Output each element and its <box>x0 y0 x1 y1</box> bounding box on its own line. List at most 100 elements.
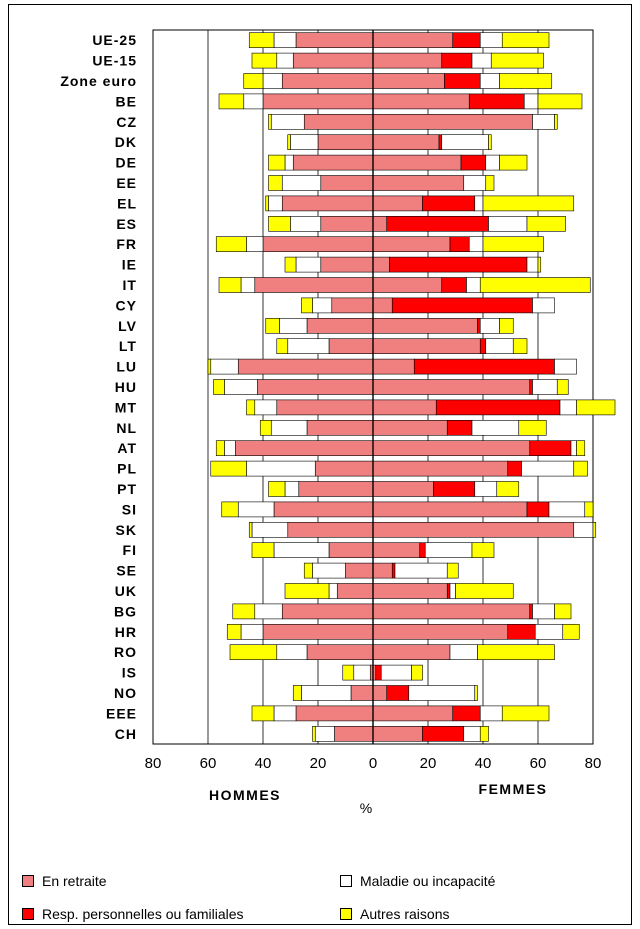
bar-hommes-maladie <box>353 664 371 681</box>
bar-femmes-autres <box>584 501 594 518</box>
bar-hommes-autres <box>248 521 253 538</box>
bar-femmes-resp <box>529 440 572 457</box>
bar-hommes-retraite <box>334 725 374 742</box>
bar-hommes-retraite <box>303 114 374 130</box>
category-label: DE <box>116 155 137 171</box>
legend-swatch-maladie <box>340 875 352 887</box>
bar-femmes-resp <box>413 358 555 375</box>
category-label: NO <box>114 685 137 701</box>
bar-femmes-autres <box>474 685 478 701</box>
bar-femmes-retraite <box>372 338 481 355</box>
bar-femmes-autres <box>499 73 553 89</box>
legend-swatch-retraite <box>22 875 34 887</box>
bar-hommes-maladie <box>273 32 297 49</box>
bar-hommes-retraite <box>306 419 374 436</box>
bar-femmes-maladie <box>523 93 539 110</box>
bar-femmes-autres <box>479 277 591 293</box>
bar-femmes-maladie <box>559 399 577 416</box>
bar-hommes-retraite <box>306 317 374 334</box>
bar-femmes-resp <box>422 725 465 742</box>
category-label: PT <box>117 481 137 497</box>
bar-femmes-retraite <box>372 542 421 559</box>
bar-femmes-autres <box>479 725 489 742</box>
category-label: ES <box>116 216 137 232</box>
bar-hommes-retraite <box>257 379 374 395</box>
bar-hommes-retraite <box>317 134 374 150</box>
category-label: FI <box>123 542 137 558</box>
bar-femmes-maladie <box>424 542 473 559</box>
bar-femmes-retraite <box>372 419 448 436</box>
bar-femmes-retraite <box>372 114 533 130</box>
x-tick-label: 40 <box>255 755 272 772</box>
bar-hommes-retraite <box>314 460 374 477</box>
category-label: IS <box>122 665 137 681</box>
bar-femmes-retraite <box>372 93 470 110</box>
bar-femmes-retraite <box>372 623 509 640</box>
bar-femmes-retraite <box>372 358 415 375</box>
category-label: AT <box>117 440 137 456</box>
bar-hommes-maladie <box>314 725 335 742</box>
bar-hommes-autres <box>229 644 278 661</box>
bar-hommes-maladie <box>262 73 283 89</box>
bar-hommes-maladie <box>281 175 322 191</box>
bar-hommes-autres <box>301 297 313 314</box>
bar-femmes-resp <box>389 256 528 273</box>
bar-hommes-maladie <box>273 705 297 722</box>
bar-hommes-retraite <box>276 399 374 416</box>
bar-hommes-maladie <box>276 644 308 661</box>
bar-femmes-autres <box>576 440 586 457</box>
bar-hommes-autres <box>265 317 280 334</box>
bar-femmes-retraite <box>372 440 531 457</box>
bar-femmes-resp <box>441 277 467 293</box>
category-label: PL <box>117 461 137 477</box>
category-label: MT <box>115 399 137 415</box>
bar-femmes-retraite <box>372 317 478 334</box>
bar-hommes-retraite <box>320 216 374 232</box>
bar-femmes-resp <box>529 603 533 620</box>
bar-femmes-retraite <box>372 297 393 314</box>
x-tick-label: 80 <box>585 755 602 772</box>
bar-femmes-maladie <box>474 481 498 497</box>
bar-femmes-resp <box>449 236 470 252</box>
bar-femmes-resp <box>386 216 489 232</box>
bar-hommes-retraite <box>320 175 374 191</box>
bar-hommes-maladie <box>246 236 264 252</box>
bar-hommes-autres <box>218 277 242 293</box>
bar-femmes-maladie <box>466 277 481 293</box>
category-label: SI <box>122 501 137 517</box>
bar-femmes-maladie <box>463 175 487 191</box>
bar-hommes-maladie <box>284 481 300 497</box>
category-label: LU <box>116 359 137 375</box>
category-label: BG <box>114 603 137 619</box>
bar-femmes-resp <box>391 297 533 314</box>
bar-femmes-maladie <box>532 603 555 620</box>
bar-femmes-resp <box>452 705 481 722</box>
category-label: UK <box>115 583 137 599</box>
bar-femmes-autres <box>573 460 588 477</box>
category-label: Zone euro <box>60 73 137 89</box>
bar-hommes-retraite <box>254 277 374 293</box>
bar-femmes-resp <box>507 623 536 640</box>
bar-hommes-autres <box>287 134 291 150</box>
bar-femmes-retraite <box>372 583 448 599</box>
bar-hommes-maladie <box>251 521 289 538</box>
category-label: IT <box>123 277 137 293</box>
bar-femmes-resp <box>391 562 396 579</box>
bar-hommes-retraite <box>345 562 374 579</box>
bar-hommes-autres <box>268 481 286 497</box>
bar-hommes-maladie <box>287 338 330 355</box>
bar-femmes-retraite <box>372 399 437 416</box>
bar-femmes-maladie <box>468 236 484 252</box>
bar-femmes-maladie <box>474 195 484 212</box>
bar-femmes-maladie <box>570 440 577 457</box>
bar-femmes-retraite <box>372 154 462 171</box>
bar-femmes-resp <box>446 419 473 436</box>
bar-femmes-retraite <box>372 562 393 579</box>
bar-femmes-maladie <box>449 644 478 661</box>
bar-femmes-maladie <box>554 358 577 375</box>
legend-label-retraite: En retraite <box>42 873 107 889</box>
bar-femmes-maladie <box>479 73 500 89</box>
bar-femmes-maladie <box>526 256 539 273</box>
bar-hommes-maladie <box>240 623 264 640</box>
bar-hommes-retraite <box>328 338 374 355</box>
